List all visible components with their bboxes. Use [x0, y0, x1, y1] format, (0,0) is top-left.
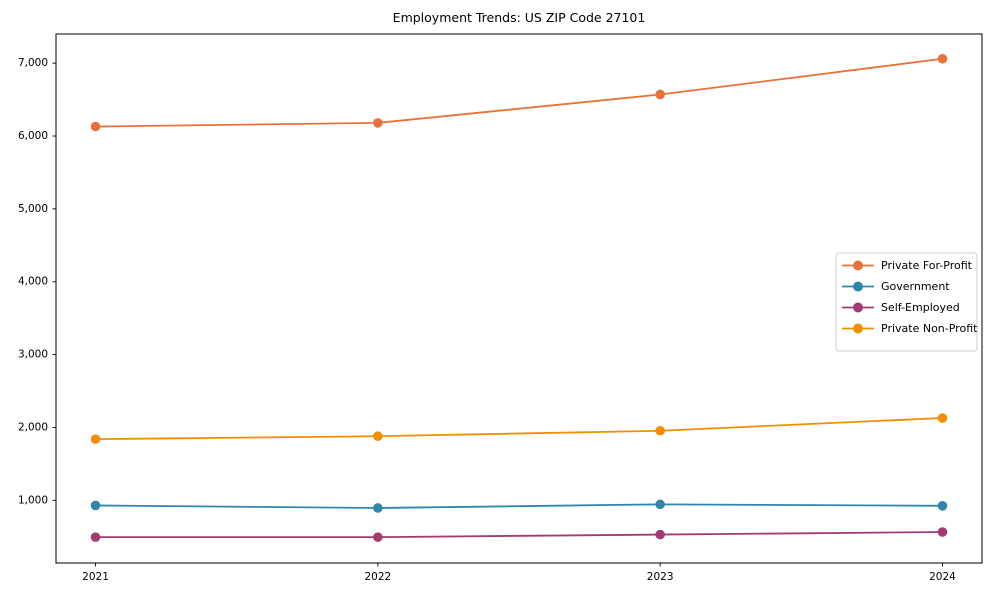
y-tick-label: 3,000	[18, 349, 48, 361]
legend-marker-private-for-profit	[853, 260, 863, 271]
legend-marker-self-employed	[853, 302, 863, 313]
series-private-non-profit-marker	[655, 425, 665, 436]
series-government-marker	[373, 503, 383, 513]
series-private-for-profit-marker	[373, 118, 383, 128]
series-self-employed-marker	[90, 532, 101, 542]
y-tick-label: 6,000	[18, 130, 48, 142]
axes-spines	[55, 33, 983, 564]
legend-label-self-employed: Self-Employed	[881, 301, 960, 314]
x-tick-label: 2024	[929, 571, 956, 583]
series-self-employed-marker	[655, 529, 665, 540]
series-government-line	[95, 503, 943, 509]
series-government-marker	[937, 501, 948, 511]
series-private-non-profit-line	[95, 417, 943, 441]
y-tick-label: 1,000	[18, 494, 48, 506]
y-tick-label: 7,000	[18, 57, 48, 69]
series-private-non-profit-marker	[90, 434, 101, 444]
y-tick-label: 2,000	[18, 421, 48, 433]
legend-box	[835, 252, 978, 352]
series-private-non-profit-marker	[373, 431, 383, 442]
x-tick-label: 2023	[647, 571, 674, 583]
series-government-marker	[90, 500, 101, 511]
y-tick-label: 4,000	[18, 276, 48, 288]
series-self-employed-marker	[373, 532, 383, 542]
legend-marker-private-non-profit	[853, 323, 863, 334]
series-private-non-profit-marker	[937, 413, 948, 423]
y-tick-label: 5,000	[18, 203, 48, 215]
series-private-for-profit-marker	[90, 121, 101, 132]
x-tick-label: 2021	[82, 571, 109, 583]
series-private-for-profit-line	[95, 57, 943, 128]
series-private-for-profit-marker	[655, 89, 665, 100]
series-private-for-profit-marker	[937, 53, 948, 64]
series-government-marker	[655, 499, 665, 510]
series-self-employed-line	[95, 531, 943, 539]
legend-label-private-non-profit: Private Non-Profit	[881, 322, 978, 335]
chart-title: Employment Trends: US ZIP Code 27101	[392, 10, 646, 25]
legend-label-government: Government	[881, 280, 950, 293]
series-self-employed-marker	[937, 527, 948, 537]
legend-marker-government	[853, 281, 863, 292]
x-tick-label: 2022	[364, 571, 391, 583]
legend-label-private-for-profit: Private For-Profit	[881, 259, 973, 272]
